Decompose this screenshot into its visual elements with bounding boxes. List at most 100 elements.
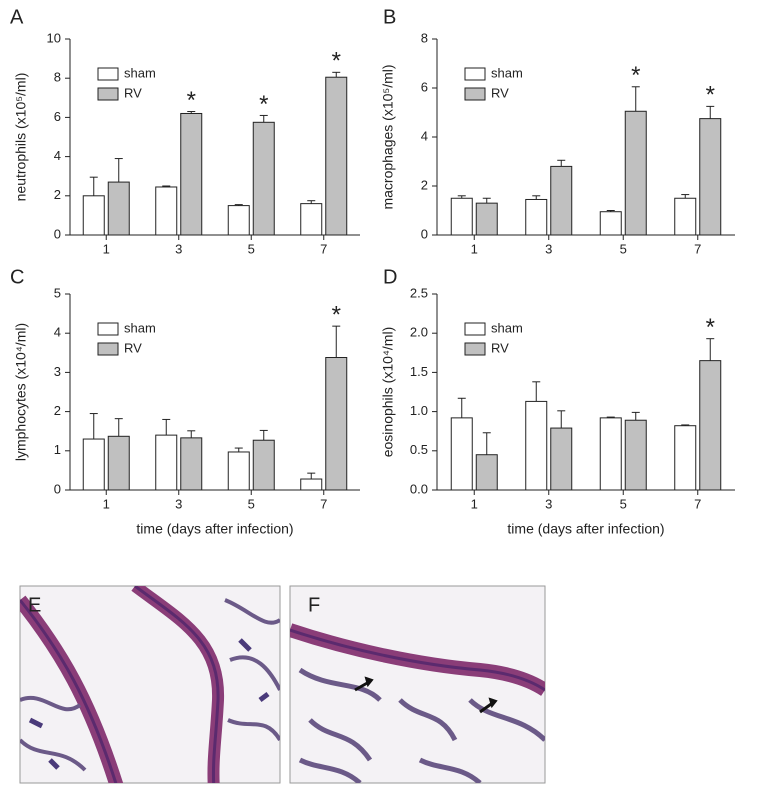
error-bar [89, 176, 98, 196]
y-tick-label: 0 [54, 481, 61, 496]
legend-swatch [464, 87, 486, 101]
bar [82, 195, 105, 236]
error-bar [307, 200, 316, 204]
error-bar [114, 418, 123, 437]
bar [227, 451, 250, 491]
legend-swatch [464, 322, 486, 336]
y-tick-label: 1 [54, 442, 61, 457]
legend-swatch [97, 342, 119, 356]
error-bar [482, 197, 491, 204]
legend-label: sham [124, 65, 156, 80]
error-bar [457, 397, 466, 418]
bar [699, 360, 722, 491]
bar [525, 400, 548, 491]
bar [599, 211, 622, 236]
bar [180, 437, 203, 491]
panel-label: A [10, 6, 24, 28]
legend-label: RV [124, 340, 142, 355]
y-tick-label: 1.5 [410, 364, 428, 379]
significance-star: * [706, 314, 715, 341]
bar [107, 435, 130, 491]
bar [674, 197, 697, 236]
x-tick-label: 1 [103, 241, 110, 256]
y-tick-label: 2 [421, 177, 428, 192]
error-bar [162, 418, 171, 436]
error-bar [187, 430, 196, 438]
bar [227, 205, 250, 236]
significance-star: * [187, 87, 196, 114]
significance-star: * [259, 91, 268, 118]
bar [450, 197, 473, 236]
y-tick-label: 2 [54, 403, 61, 418]
bar [155, 186, 178, 236]
x-tick-label: 1 [471, 241, 478, 256]
x-tick-label: 5 [620, 241, 627, 256]
y-tick-label: 0 [54, 226, 61, 241]
x-axis-label: time (days after infection) [136, 521, 293, 537]
legend-label: RV [491, 85, 509, 100]
error-bar [606, 210, 615, 212]
y-axis-label: eosinophils (x10⁴/ml) [380, 327, 396, 458]
bar [550, 427, 573, 491]
bar [325, 357, 348, 491]
bar [699, 118, 722, 236]
panel-label: D [383, 266, 397, 288]
histology-image-f: F [289, 585, 546, 784]
error-bar [162, 185, 171, 187]
bar [525, 198, 548, 236]
error-bar [631, 86, 640, 112]
x-tick-label: 3 [545, 241, 552, 256]
x-tick-label: 5 [248, 496, 255, 511]
error-bar [89, 413, 98, 440]
bar [674, 425, 697, 491]
error-bar [332, 71, 341, 78]
x-tick-label: 5 [620, 496, 627, 511]
x-tick-label: 7 [320, 496, 327, 511]
panel-label: C [10, 266, 24, 288]
bar [180, 112, 203, 236]
y-tick-label: 5 [54, 285, 61, 300]
panel-label: F [308, 594, 320, 616]
x-tick-label: 5 [248, 241, 255, 256]
x-tick-label: 3 [175, 241, 182, 256]
bar [107, 181, 130, 236]
error-bar [557, 410, 566, 429]
panel-label: B [383, 6, 396, 28]
bar [475, 454, 498, 491]
y-axis-label: neutrophils (x10⁵/ml) [13, 73, 29, 202]
y-tick-label: 10 [47, 30, 61, 45]
error-bar [187, 111, 196, 114]
bar [155, 434, 178, 491]
error-bar [706, 338, 715, 361]
y-tick-label: 3 [54, 364, 61, 379]
error-bar [234, 204, 243, 206]
bar [300, 478, 323, 491]
y-axis-label: lymphocytes (x10⁴/ml) [13, 323, 29, 461]
y-tick-label: 4 [54, 148, 61, 163]
error-bar [307, 472, 316, 480]
error-bar [457, 195, 466, 199]
error-bar [706, 105, 715, 119]
panel-label: E [28, 594, 41, 616]
bar [82, 438, 105, 491]
legend-swatch [464, 342, 486, 356]
error-bar [532, 381, 541, 402]
significance-star: * [631, 62, 640, 89]
error-bar [259, 429, 268, 441]
bar [624, 110, 647, 236]
bar [624, 419, 647, 491]
bar [325, 76, 348, 236]
legend-label: sham [491, 320, 523, 335]
bar [300, 203, 323, 236]
x-tick-label: 1 [471, 496, 478, 511]
y-tick-label: 6 [421, 79, 428, 94]
x-tick-label: 7 [694, 496, 701, 511]
legend-swatch [97, 87, 119, 101]
y-tick-label: 0.5 [410, 442, 428, 457]
x-axis-label: time (days after infection) [507, 521, 664, 537]
image-frame [289, 585, 546, 784]
y-tick-label: 8 [421, 30, 428, 45]
legend-swatch [97, 67, 119, 81]
significance-star: * [706, 82, 715, 109]
x-tick-label: 7 [694, 241, 701, 256]
